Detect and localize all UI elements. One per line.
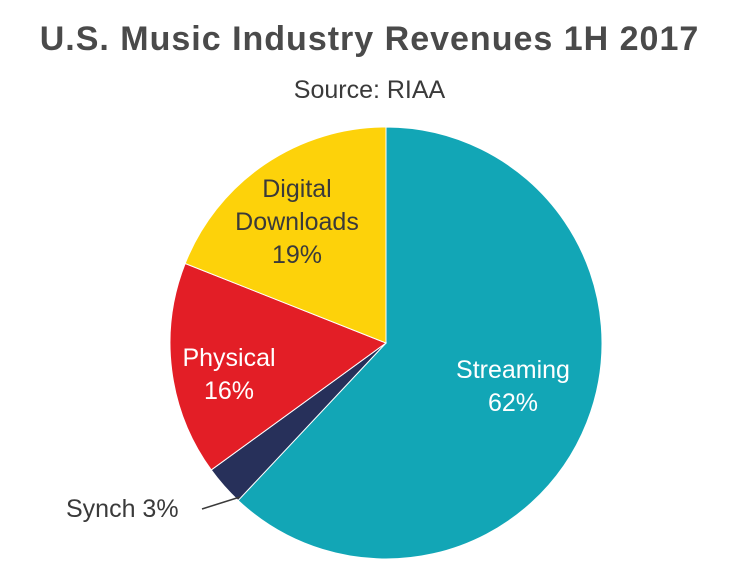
slice-label-digital-downloads: Digital Downloads 19% — [235, 175, 359, 269]
pie-slice-physical — [169, 262, 388, 471]
slice-name-label: Digital — [262, 175, 331, 203]
slice-name-label: Streaming — [456, 356, 570, 384]
synch-leader-line — [201, 496, 241, 510]
chart-title: U.S. Music Industry Revenues 1H 2017 — [39, 20, 700, 58]
slice-label-physical: Physical 16% — [182, 344, 275, 405]
pie-slice-digital-downloads — [184, 126, 387, 344]
chart-subtitle: Source: RIAA — [293, 76, 446, 104]
slice-label-synch: Synch 3% — [66, 495, 179, 523]
slice-value-label: 19% — [272, 241, 322, 269]
slice-label-streaming: Streaming 62% — [456, 356, 570, 417]
pie-slice-streaming — [237, 126, 603, 560]
slice-name-label: Downloads — [235, 208, 359, 236]
slice-value-label: 62% — [488, 389, 538, 417]
slice-value-label: 16% — [204, 377, 254, 405]
slice-name-label: Physical — [182, 344, 275, 372]
